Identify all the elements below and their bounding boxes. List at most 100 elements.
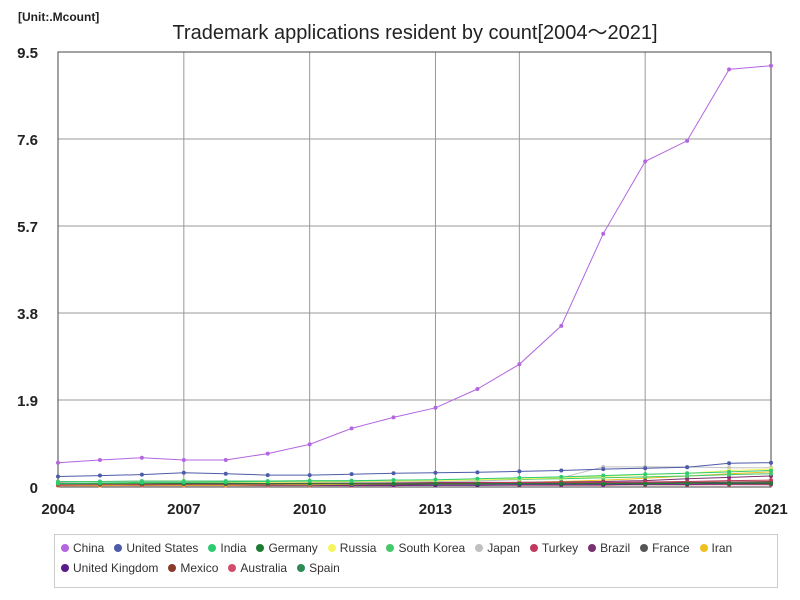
data-point (475, 470, 480, 475)
legend-label: France (652, 541, 690, 555)
data-point (139, 480, 144, 485)
legend-marker (228, 564, 237, 572)
x-tick-label: 2004 (41, 501, 75, 518)
legend-marker (297, 564, 306, 572)
legend-label: Iran (711, 541, 733, 555)
y-tick-label: 0 (30, 480, 38, 497)
data-point (727, 67, 732, 72)
data-point (181, 457, 186, 462)
data-point (727, 481, 732, 486)
data-point (601, 231, 606, 236)
data-point (391, 471, 396, 476)
data-point (265, 451, 270, 456)
y-axis: 0 1.9 3.8 5.7 7.6 9.5 (17, 45, 38, 497)
series-china (56, 63, 773, 465)
data-point (349, 426, 354, 431)
data-point (139, 472, 144, 477)
data-point (307, 481, 312, 486)
legend-marker (61, 564, 69, 572)
legend-label: India (220, 541, 247, 555)
data-point (727, 469, 732, 474)
legend: China United States India Germany Russia Sout… (54, 534, 778, 588)
legend-label: Russia (339, 541, 377, 555)
data-point (349, 479, 354, 484)
data-point (643, 481, 648, 486)
data-point (685, 476, 690, 481)
data-point (517, 481, 522, 486)
data-point (181, 470, 186, 475)
data-point (391, 481, 396, 486)
series-india (56, 468, 773, 486)
data-point (433, 477, 438, 482)
data-point (769, 460, 773, 465)
data-point (769, 478, 773, 483)
data-point (139, 455, 144, 460)
data-point (349, 472, 354, 477)
data-point (727, 472, 732, 477)
data-point (559, 323, 564, 328)
x-tick-label: 2015 (503, 501, 536, 518)
x-tick-label: 2010 (293, 501, 326, 518)
legend-marker (327, 544, 336, 552)
legend-marker (529, 544, 538, 552)
data-point (56, 460, 60, 465)
legend-item: United States (114, 541, 198, 555)
data-point (349, 481, 354, 486)
data-point (601, 481, 606, 486)
legend-marker (386, 544, 395, 552)
data-point (727, 465, 732, 470)
data-point (97, 457, 102, 462)
y-tick-label: 7.6 (17, 132, 38, 149)
legend-item: Germany (256, 541, 318, 555)
data-point (97, 480, 102, 485)
data-point (475, 476, 480, 481)
data-point (517, 469, 522, 474)
data-point (685, 474, 690, 479)
legend-marker (588, 544, 597, 552)
y-tick-label: 3.8 (17, 306, 38, 323)
plot-series (56, 63, 773, 488)
series-line (58, 482, 771, 485)
series-united-states (56, 460, 773, 479)
data-point (643, 472, 648, 477)
data-point (769, 468, 773, 473)
legend-item: South Korea (386, 541, 465, 555)
legend-marker (114, 544, 123, 552)
data-point (685, 481, 690, 486)
legend-label: Japan (487, 541, 520, 555)
legend-item: India (208, 541, 246, 555)
data-point (517, 475, 522, 480)
data-point (391, 478, 396, 483)
legend-label: Germany (268, 541, 318, 555)
legend-item: Russia (327, 541, 377, 555)
data-point (643, 466, 648, 471)
data-point (769, 63, 773, 68)
legend-label: Brazil (600, 541, 631, 555)
data-point (307, 442, 312, 447)
chart-title: Trademark applications resident by count… (172, 22, 658, 44)
data-point (391, 415, 396, 420)
legend-label: United States (126, 541, 199, 555)
data-point (223, 471, 228, 476)
data-point (97, 473, 102, 478)
y-tick-label: 1.9 (17, 393, 38, 410)
legend-label: Mexico (180, 561, 219, 575)
data-point (685, 465, 690, 470)
legend-marker (256, 544, 265, 552)
x-axis: 2004 2007 2010 2013 2015 2018 2021 (41, 501, 787, 518)
legend-label: China (73, 541, 105, 555)
y-tick-label: 5.7 (17, 219, 38, 236)
legend-item: Brazil (588, 541, 630, 555)
grid-lines (57, 51, 772, 488)
legend-label: Australia (240, 561, 288, 575)
legend-label: Spain (309, 561, 340, 575)
legend-marker (475, 544, 484, 552)
legend-item: Iran (699, 541, 733, 555)
legend-item: Mexico (168, 561, 218, 575)
data-point (769, 481, 773, 486)
data-point (56, 474, 60, 479)
data-point (601, 467, 606, 472)
data-point (56, 481, 60, 486)
legend-item: Turkey (529, 541, 578, 555)
